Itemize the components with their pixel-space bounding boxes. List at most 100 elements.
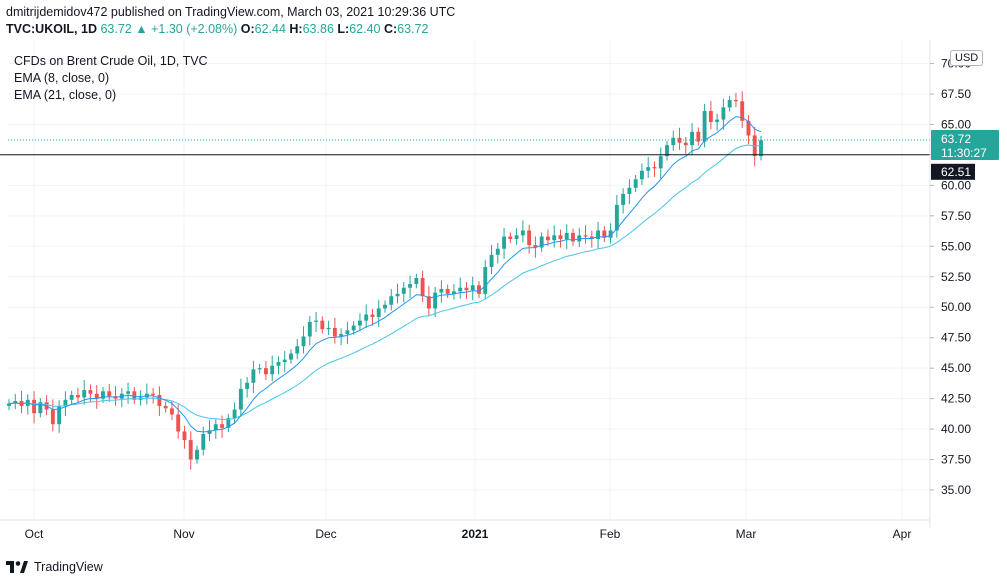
candle-body (395, 293, 400, 297)
candle-body (445, 288, 450, 294)
candle-body (589, 236, 594, 239)
candle-body (646, 167, 651, 171)
high-value: 63.86 (302, 22, 334, 36)
last-price: 63.72 (100, 22, 132, 36)
candle-body (157, 394, 162, 406)
candle-body (320, 320, 325, 330)
candle-body (740, 101, 745, 121)
price-tick-label: 37.50 (941, 453, 971, 467)
candle-body (539, 236, 544, 248)
candle-body (151, 393, 156, 395)
candle-body (69, 394, 74, 400)
candle-body (195, 449, 199, 460)
candle-body (245, 382, 250, 389)
candle-body (451, 291, 456, 294)
candle-body (226, 418, 231, 428)
candle-body (677, 137, 682, 143)
candle-body (727, 100, 732, 108)
candle-body (564, 232, 569, 239)
legend-ema-slow: EMA (21, close, 0) (14, 88, 117, 102)
open-label: O: (240, 22, 255, 36)
candle-body (489, 254, 494, 268)
candle-body (57, 405, 62, 425)
candle-body (94, 393, 99, 399)
time-tick-label: Oct (25, 527, 44, 541)
price-tick-label: 50.00 (941, 300, 971, 314)
candle-body (627, 187, 632, 194)
candle-body (370, 314, 375, 317)
candle-body (690, 131, 695, 146)
candle-body (608, 230, 613, 238)
crosshair-price-label: 62.51 (941, 165, 971, 179)
candle-body (477, 285, 481, 294)
candle-body (238, 388, 243, 410)
candle-body (552, 235, 557, 241)
candle-body (88, 390, 93, 394)
candle-body (683, 142, 688, 146)
candle-body (332, 327, 337, 337)
candle-body (207, 430, 212, 434)
candle-body (433, 292, 438, 309)
candle-body (126, 391, 131, 394)
candle-body (470, 285, 475, 291)
candle-body (307, 321, 312, 337)
candle-body (721, 107, 726, 120)
countdown-label: 11:30:27 (941, 146, 987, 160)
candle-body (132, 391, 137, 400)
candle-body (502, 236, 507, 249)
candle-body (251, 369, 256, 383)
candle-body (351, 325, 356, 331)
candle-body (733, 100, 738, 102)
currency-button[interactable]: USD (950, 50, 984, 66)
candle-body (38, 402, 43, 414)
time-tick-label: Feb (600, 527, 621, 541)
price-tick-label: 65.00 (941, 117, 971, 131)
low-label: L: (337, 22, 350, 36)
candle-body (389, 296, 394, 305)
time-tick-label: Apr (893, 527, 912, 541)
candle-body (483, 267, 488, 294)
crosshair-label-bg (931, 163, 975, 180)
time-tick-label: Dec (315, 527, 336, 541)
candle-body (345, 330, 350, 335)
last-price-label-bg (931, 130, 999, 161)
candle-body (658, 156, 663, 169)
candle-body (577, 235, 582, 242)
price-tick-label: 40.00 (941, 422, 971, 436)
candle-body (596, 230, 601, 239)
candle-body (301, 336, 306, 347)
price-tick-label: 55.00 (941, 239, 971, 253)
brand-name: TradingView (34, 560, 103, 574)
candle-body (414, 277, 419, 285)
candle-body (458, 287, 463, 292)
chart-header: dmitrijdemidov472 published on TradingVi… (6, 4, 455, 38)
candle-body (514, 235, 519, 239)
candle-body (75, 394, 80, 398)
candle-body (289, 353, 293, 360)
candle-body (520, 230, 525, 236)
candle-body (339, 334, 344, 337)
candle-body (602, 230, 607, 238)
change-value: +1.30 (+2.08%) (151, 22, 238, 36)
candle-body (545, 236, 550, 241)
time-tick-label: Mar (736, 527, 757, 541)
candle-body (702, 111, 707, 142)
candle-body (182, 431, 187, 441)
candle-body (101, 391, 105, 399)
candle-body (376, 308, 381, 317)
candle-body (63, 399, 68, 406)
close-value: 63.72 (397, 22, 429, 36)
price-tick-label: 42.50 (941, 392, 971, 406)
open-value: 62.44 (254, 22, 286, 36)
candle-body (708, 111, 713, 123)
price-chart[interactable]: 35.00 37.50 40.00 42.50 45.00 47.50 50.00 52.50… (0, 40, 1007, 550)
price-tick-label: 57.50 (941, 209, 971, 223)
candle-body (583, 235, 588, 237)
candle-body (7, 403, 11, 406)
candle-body (13, 401, 18, 404)
price-tick-label: 47.50 (941, 331, 971, 345)
close-label: C: (383, 22, 398, 36)
legend-title: CFDs on Brent Crude Oil, 1D, TVC (14, 54, 208, 68)
candle-body (408, 284, 413, 288)
candle-body (314, 320, 319, 322)
